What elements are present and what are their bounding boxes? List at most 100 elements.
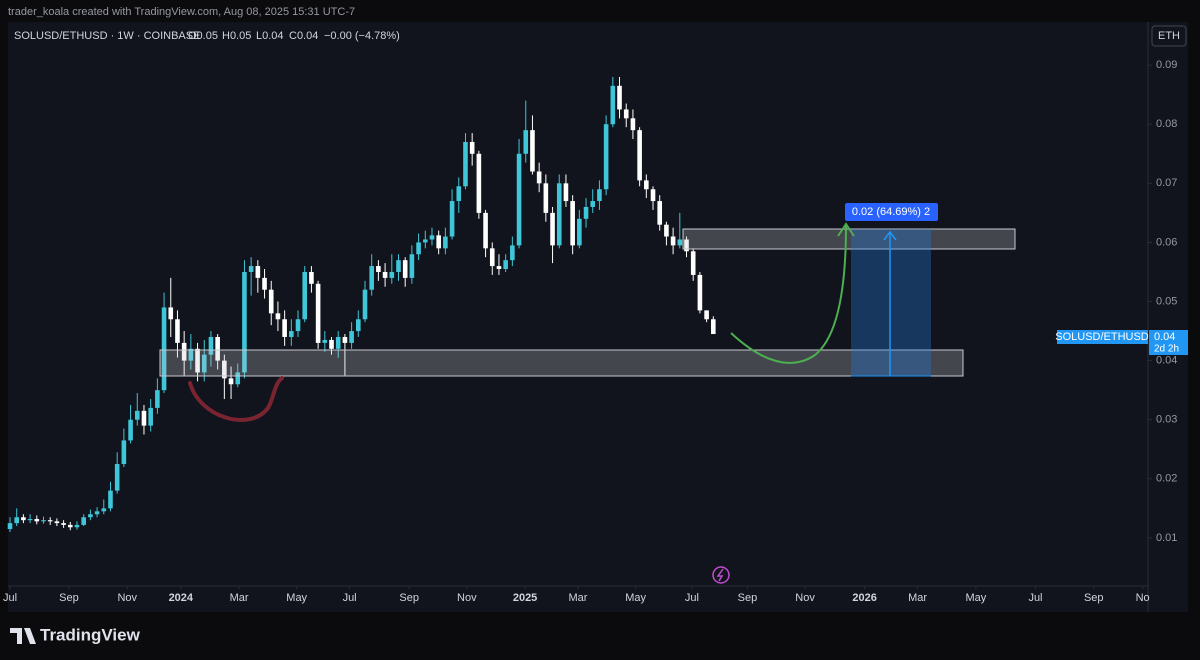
measure-box[interactable] <box>851 229 931 376</box>
candle-body <box>510 245 515 261</box>
candle-body <box>34 518 40 522</box>
candle-body <box>409 254 415 278</box>
candle-body <box>536 171 542 184</box>
candle-body <box>456 186 462 202</box>
candle-body <box>195 348 200 373</box>
measure-label: 0.02 (64.69%) 2 <box>852 206 930 218</box>
resistance-zone[interactable] <box>682 228 1016 250</box>
candle-body <box>61 523 66 525</box>
candle-body <box>148 407 153 426</box>
candle-body <box>436 235 441 249</box>
candle-body <box>563 183 569 202</box>
candle-body <box>315 283 321 343</box>
alert-bolt <box>716 568 724 582</box>
candle-body <box>463 141 468 187</box>
y-tick-label: 0.04 <box>1156 355 1177 367</box>
candle-body <box>369 266 375 290</box>
candle-body <box>282 319 287 337</box>
watermark: trader_koala created with TradingView.co… <box>8 6 355 18</box>
candle-body <box>550 212 555 246</box>
candle-body <box>228 378 234 385</box>
candle-body <box>644 180 649 190</box>
candle-body <box>543 183 549 213</box>
x-tick-label: Mar <box>569 592 588 604</box>
ohlc-close: C0.04 <box>289 30 318 42</box>
candle-body <box>577 218 582 246</box>
candle-body <box>47 520 53 522</box>
candle-body <box>664 224 669 237</box>
candle-body <box>657 201 663 225</box>
x-tick-label: Mar <box>230 592 249 604</box>
support-zone[interactable] <box>159 349 964 377</box>
candle-body <box>335 336 341 349</box>
candle-body <box>610 85 616 125</box>
candle-body <box>362 289 368 320</box>
candle-body <box>94 511 100 515</box>
x-tick-label: Nov <box>117 592 137 604</box>
candle-body <box>302 271 308 320</box>
candle-body <box>516 153 522 246</box>
measure-label-box <box>845 203 938 221</box>
brand-mark <box>10 628 36 644</box>
candle-body <box>637 130 642 181</box>
y-tick-label: 0.03 <box>1156 414 1177 426</box>
candle-body <box>168 307 174 320</box>
candle-body <box>476 153 482 213</box>
candle-body <box>242 271 247 373</box>
candle-body <box>74 524 80 528</box>
candle-body <box>295 319 301 332</box>
bottom-curve[interactable] <box>188 376 284 422</box>
candle-body <box>155 390 160 408</box>
projection-curve[interactable] <box>730 225 847 364</box>
candle-body <box>255 266 261 278</box>
candle-body <box>128 419 133 441</box>
x-tick-label: May <box>625 592 646 604</box>
candle-body <box>108 490 113 509</box>
candle-body <box>617 85 622 110</box>
x-tick-label: Jul <box>3 592 17 604</box>
candle-body <box>376 266 381 272</box>
candle-body <box>597 189 602 202</box>
candle-body <box>697 274 703 311</box>
candle-body <box>7 523 13 530</box>
price-tag-countdown: 2d 2h <box>1154 344 1179 355</box>
x-tick-label: May <box>286 592 307 604</box>
x-tick-label: Nov <box>457 592 477 604</box>
candle-body <box>469 141 475 154</box>
price-tag-symbol-box <box>1057 330 1148 344</box>
x-tick-label: 2026 <box>852 592 876 604</box>
candle-body <box>684 239 689 252</box>
candle-body <box>704 310 709 320</box>
currency-box[interactable] <box>1151 25 1187 47</box>
symbol-legend: SOLUSD/ETHUSD · 1W · COINBASE <box>14 30 200 42</box>
candle-body <box>54 521 60 524</box>
x-tick-label: Sep <box>1084 592 1104 604</box>
candle-body <box>483 212 488 249</box>
candle-body <box>690 251 696 275</box>
candle-body <box>342 336 348 343</box>
chart-panel <box>8 22 1188 612</box>
x-tick-label: Sep <box>738 592 758 604</box>
candle-body <box>396 260 401 272</box>
candle-body <box>416 242 421 255</box>
y-tick-label: 0.01 <box>1156 532 1177 544</box>
candle-body <box>710 319 716 335</box>
x-tick-label: Mar <box>908 592 927 604</box>
x-tick-label: Nov <box>795 592 815 604</box>
candle-body <box>356 319 361 332</box>
candle-body <box>630 118 636 131</box>
candle-body <box>88 514 93 518</box>
candle-body <box>503 260 508 270</box>
candle-body <box>443 236 448 249</box>
candle-body <box>422 239 428 243</box>
candle-body <box>590 201 596 207</box>
candle-body <box>81 517 86 525</box>
candle-body <box>21 517 26 521</box>
candle-body <box>121 440 127 465</box>
x-tick-label: May <box>965 592 986 604</box>
candle-body <box>623 109 629 119</box>
candle-body <box>188 348 194 361</box>
measure-arrow-head <box>883 230 897 241</box>
alert-icon[interactable] <box>712 566 730 584</box>
y-tick-label: 0.05 <box>1156 295 1177 307</box>
